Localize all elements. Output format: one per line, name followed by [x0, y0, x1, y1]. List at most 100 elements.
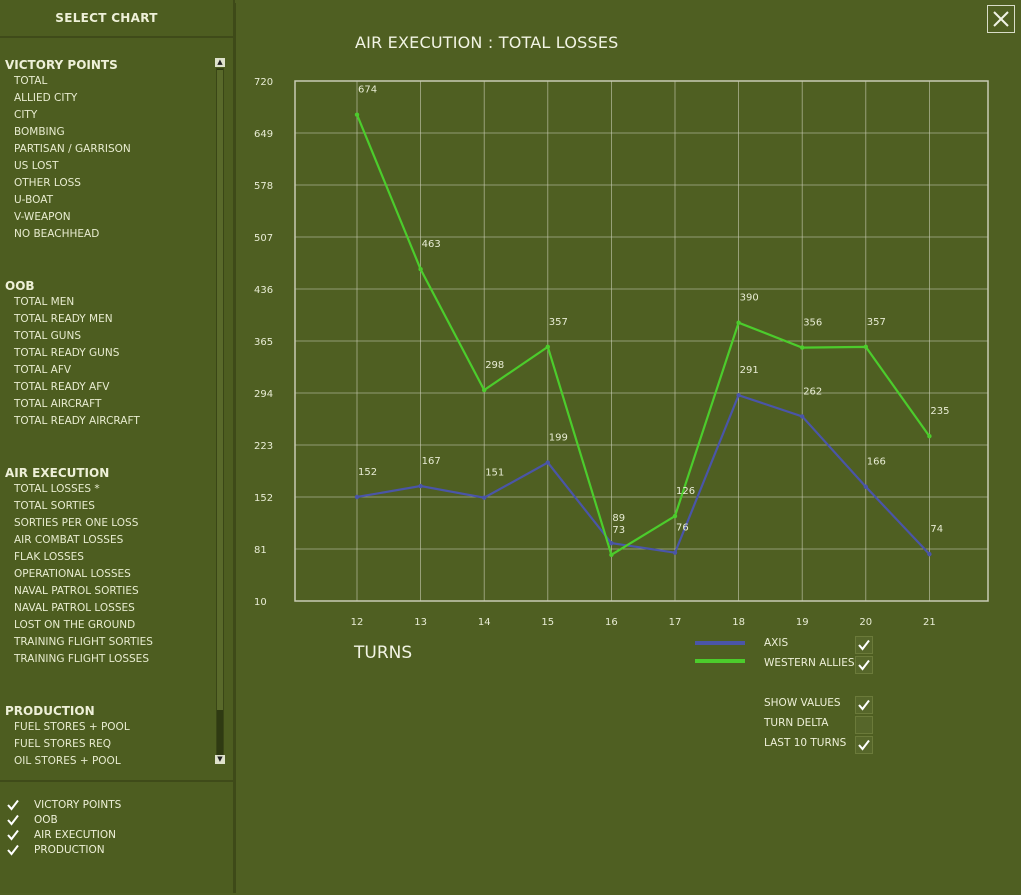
section-filter-row[interactable]: OOB — [6, 813, 58, 827]
section-title: OOB — [5, 279, 35, 293]
chart-list-item[interactable]: FLAK LOSSES — [14, 551, 84, 563]
data-label: 298 — [485, 360, 504, 371]
turn-delta-label: TURN DELTA — [764, 717, 829, 729]
data-label: 76 — [676, 523, 689, 534]
chart-list-item[interactable]: TOTAL GUNS — [14, 330, 81, 342]
chart-list-item[interactable]: CITY — [14, 109, 38, 121]
section-filter-label: PRODUCTION — [34, 844, 105, 856]
chart-list-item[interactable]: TOTAL READY GUNS — [14, 347, 120, 359]
data-point — [672, 550, 678, 555]
section-filter-checkbox[interactable] — [6, 798, 20, 812]
section-filter-label: AIR EXECUTION — [34, 829, 117, 841]
scroll-thumb[interactable] — [217, 70, 223, 710]
chart-list-item[interactable]: NAVAL PATROL SORTIES — [14, 585, 139, 597]
turn-delta-checkbox[interactable] — [855, 716, 873, 734]
chart-list-item[interactable]: NO BEACHHEAD — [14, 228, 100, 240]
series-line-axis — [356, 393, 931, 555]
chart-list-item[interactable]: TRAINING FLIGHT SORTIES — [14, 636, 153, 648]
chart-list-item[interactable]: TOTAL AFV — [14, 364, 72, 376]
chart-list-item[interactable]: OTHER LOSS — [14, 177, 81, 189]
data-label: 126 — [676, 486, 695, 497]
chart-list-item[interactable]: US LOST — [14, 160, 59, 172]
section-filter-checkbox[interactable] — [6, 828, 20, 842]
data-label: 357 — [549, 317, 568, 328]
chart-list-item[interactable]: FUEL STORES REQ — [14, 738, 112, 750]
x-tick-label: 20 — [859, 617, 872, 628]
section-filters: VICTORY POINTS OOB AIR EXECUTION PRODUCTION — [0, 780, 233, 895]
data-point — [609, 552, 614, 558]
chart-list-item[interactable]: AIR COMBAT LOSSES — [14, 534, 124, 546]
checkmark-icon — [858, 699, 870, 711]
close-icon — [993, 11, 1009, 27]
section-filter-label: OOB — [34, 814, 58, 826]
data-label: 166 — [867, 457, 886, 468]
x-tick-label: 16 — [605, 617, 618, 628]
data-point — [863, 484, 868, 489]
x-tick-label: 17 — [669, 617, 682, 628]
chart-list-item[interactable]: TOTAL SORTIES — [14, 500, 95, 512]
scroll-up-arrow-icon[interactable]: ▲ — [215, 58, 225, 67]
data-label: 262 — [803, 386, 822, 397]
y-tick-label: 10 — [254, 597, 267, 608]
legend-axis — [695, 634, 764, 652]
scroll-down-arrow-icon[interactable]: ▼ — [215, 755, 225, 764]
chart-list: VICTORY POINTS TOTAL ALLIED CITY CITY BOMBIN… — [0, 40, 214, 764]
checkmark-icon — [858, 739, 870, 751]
chart-list-item[interactable]: TOTAL READY AIRCRAFT — [14, 415, 140, 427]
data-point — [418, 267, 423, 272]
x-tick-label: 21 — [923, 617, 936, 628]
section-filter-checkbox[interactable] — [6, 813, 20, 827]
section-filter-row[interactable]: AIR EXECUTION — [6, 828, 116, 842]
chart-list-item[interactable]: LOST ON THE GROUND — [14, 619, 136, 631]
x-tick-label: 12 — [351, 617, 364, 628]
section-filter-row[interactable]: VICTORY POINTS — [6, 798, 121, 812]
chart-list-item[interactable]: TRAINING FLIGHT LOSSES — [14, 653, 149, 665]
show-values-checkbox[interactable] — [855, 696, 873, 714]
chart-title: AIR EXECUTION : TOTAL LOSSES — [355, 33, 619, 52]
chart-list-item[interactable]: ALLIED CITY — [14, 92, 78, 104]
chart-list-item[interactable]: V-WEAPON — [14, 211, 71, 223]
x-tick-label: 15 — [541, 617, 554, 628]
section-filter-row[interactable]: PRODUCTION — [6, 843, 105, 857]
data-point — [609, 540, 614, 546]
data-point — [354, 112, 360, 117]
checkmark-icon — [7, 844, 19, 856]
legend-axis-label: AXIS — [764, 637, 789, 649]
y-tick-label: 649 — [254, 129, 273, 140]
checkmark-icon — [7, 814, 19, 826]
data-label: 167 — [422, 456, 441, 467]
data-point — [672, 513, 678, 519]
chart-list-item[interactable]: BOMBING — [14, 126, 65, 138]
section-filter-checkbox[interactable] — [6, 843, 20, 857]
data-label: 463 — [422, 239, 441, 250]
axis-series-checkbox[interactable] — [855, 636, 873, 654]
data-point — [927, 551, 932, 557]
chart-list-item[interactable]: U-BOAT — [14, 194, 53, 206]
chart-list-scrollbar[interactable]: ▲ ▼ — [214, 58, 226, 766]
y-tick-label: 81 — [254, 545, 267, 556]
chart-list-item[interactable]: TOTAL LOSSES * — [14, 483, 100, 495]
chart-list-item[interactable]: FUEL STORES + POOL — [14, 721, 130, 733]
legend-western-allies-swatch — [695, 659, 745, 663]
chart-list-item[interactable]: TOTAL MEN — [14, 296, 75, 308]
data-label: 674 — [358, 85, 377, 96]
y-tick-label: 507 — [254, 233, 273, 244]
chart-list-item[interactable]: PARTISAN / GARRISON — [14, 143, 131, 155]
chart-list-item[interactable]: SORTIES PER ONE LOSS — [14, 517, 139, 529]
chart-list-item[interactable]: OPERATIONAL LOSSES — [14, 568, 131, 580]
chart-list-item[interactable]: TOTAL — [14, 75, 48, 87]
x-tick-label: 13 — [414, 617, 427, 628]
chart-list-item[interactable]: OIL STORES + POOL — [14, 755, 121, 764]
chart-list-item[interactable]: TOTAL READY MEN — [14, 313, 113, 325]
last-10-turns-checkbox[interactable] — [855, 736, 873, 754]
data-label: 73 — [612, 525, 625, 536]
section-title: PRODUCTION — [5, 704, 95, 718]
chart-list-item[interactable]: TOTAL READY AFV — [14, 381, 110, 393]
close-button[interactable] — [987, 5, 1015, 33]
chart-selector-sidebar: SELECT CHART VICTORY POINTS TOTAL ALLIED C… — [0, 0, 235, 893]
series-line-western-allies — [355, 114, 931, 557]
chart-list-item[interactable]: TOTAL AIRCRAFT — [14, 398, 102, 410]
western-allies-series-checkbox[interactable] — [855, 656, 873, 674]
chart-list-item[interactable]: NAVAL PATROL LOSSES — [14, 602, 135, 614]
